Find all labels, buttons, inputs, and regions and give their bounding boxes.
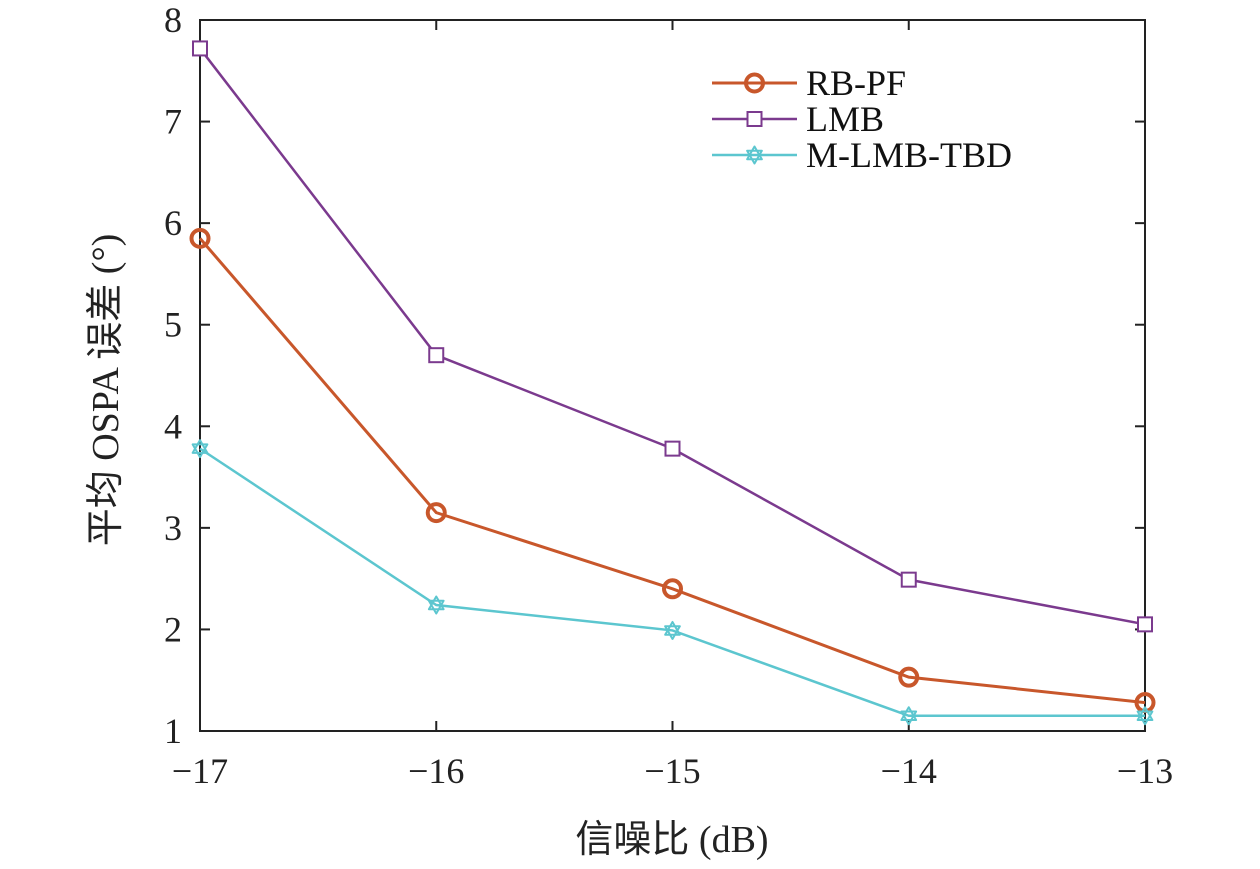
data-point-m-lmb-tbd — [664, 620, 681, 640]
legend-swatch-marker — [746, 111, 763, 127]
legend-item: M-LMB-TBD — [712, 135, 1012, 175]
legend-swatch-marker — [746, 145, 763, 165]
data-point-m-lmb-tbd — [1136, 706, 1154, 726]
data-point-lmb — [664, 440, 681, 457]
y-tick-label: 1 — [164, 711, 182, 751]
legend-label: RB-PF — [806, 63, 906, 103]
y-tick-label: 8 — [164, 0, 182, 40]
x-axis-ticks: −17 −16 −15 −14 −13 — [172, 20, 1173, 791]
data-point-lmb — [428, 347, 445, 364]
y-tick-label: 7 — [164, 102, 182, 142]
plot-area — [199, 19, 1146, 732]
legend-item: LMB — [712, 99, 884, 139]
legend-label: LMB — [806, 99, 884, 139]
x-tick-label: −16 — [408, 751, 464, 791]
series-m-lmb-tbd — [191, 439, 1154, 726]
x-tick-label: −14 — [881, 751, 937, 791]
series-lmb — [192, 40, 1153, 633]
legend-label: M-LMB-TBD — [806, 135, 1012, 175]
x-axis-title: 信噪比 (dB) — [575, 819, 768, 861]
x-tick-label: −13 — [1117, 751, 1173, 791]
series-layer — [189, 40, 1156, 726]
y-tick-label: 2 — [164, 609, 182, 649]
y-tick-label: 6 — [164, 203, 182, 243]
y-axis-title: 平均 OSPA 误差 (°) — [85, 234, 127, 547]
data-point-rb-pf — [898, 666, 920, 688]
x-tick-label: −17 — [172, 751, 228, 791]
y-tick-label: 4 — [164, 406, 182, 446]
series-line-rb-pf — [198, 237, 1146, 705]
y-axis-ticks: 1 2 3 4 5 6 7 8 — [164, 0, 1145, 751]
legend-item: RB-PF — [712, 63, 906, 103]
data-point-rb-pf — [662, 578, 683, 600]
y-tick-label: 5 — [164, 305, 182, 345]
data-point-lmb — [900, 571, 917, 588]
data-point-lmb — [192, 40, 208, 57]
data-point-rb-pf — [189, 227, 211, 249]
y-tick-label: 3 — [164, 508, 182, 548]
data-point-m-lmb-tbd — [191, 439, 209, 459]
data-point-lmb — [1137, 616, 1153, 633]
plot-frame — [199, 19, 1146, 732]
series-line-m-lmb-tbd — [199, 447, 1145, 718]
legend-swatch-marker — [744, 72, 765, 94]
data-point-rb-pf — [425, 502, 447, 524]
data-point-m-lmb-tbd — [900, 706, 918, 726]
x-tick-label: −15 — [644, 751, 700, 791]
data-point-m-lmb-tbd — [427, 595, 445, 615]
